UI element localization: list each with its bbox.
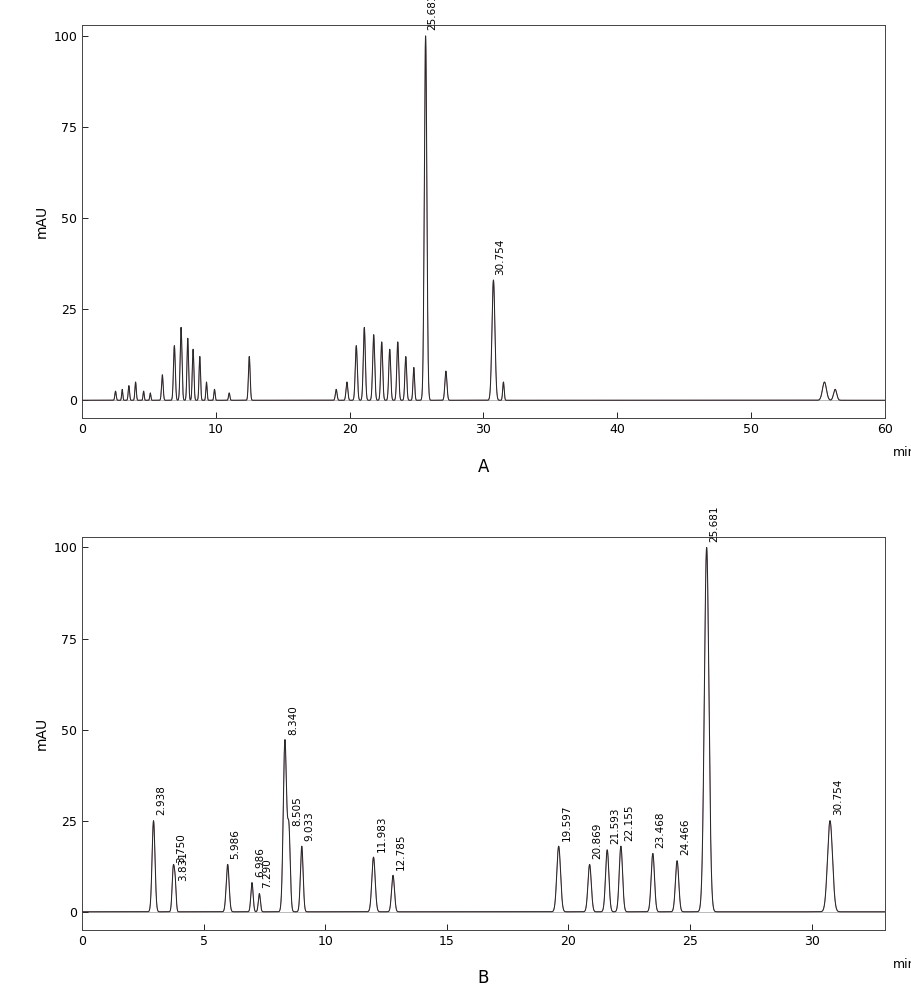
- Text: A: A: [477, 458, 488, 476]
- Text: 3.750: 3.750: [176, 833, 186, 863]
- Y-axis label: mAU: mAU: [36, 205, 49, 238]
- Text: 2.938: 2.938: [157, 785, 167, 815]
- Text: 7.290: 7.290: [262, 858, 272, 888]
- Text: 23.468: 23.468: [655, 812, 665, 848]
- Text: 12.785: 12.785: [395, 833, 405, 870]
- Text: 21.593: 21.593: [609, 808, 619, 844]
- Text: 19.597: 19.597: [561, 804, 571, 841]
- Text: 30.754: 30.754: [495, 238, 505, 275]
- Text: 9.033: 9.033: [304, 811, 314, 841]
- Text: 30.754: 30.754: [832, 779, 842, 815]
- Text: 25.681: 25.681: [426, 0, 436, 30]
- Text: 24.466: 24.466: [680, 819, 690, 855]
- Text: min: min: [892, 446, 911, 459]
- Text: 8.505: 8.505: [292, 796, 302, 826]
- Text: 22.155: 22.155: [623, 804, 633, 841]
- Text: 11.983: 11.983: [376, 815, 386, 852]
- Text: B: B: [477, 969, 488, 987]
- Text: min: min: [892, 958, 911, 971]
- Y-axis label: mAU: mAU: [36, 717, 49, 750]
- Text: 25.681: 25.681: [709, 505, 719, 542]
- Text: 20.869: 20.869: [592, 823, 602, 859]
- Text: 5.986: 5.986: [230, 829, 241, 859]
- Text: 8.340: 8.340: [288, 705, 298, 735]
- Text: 6.986: 6.986: [254, 847, 264, 877]
- Text: 3.831: 3.831: [178, 851, 188, 881]
